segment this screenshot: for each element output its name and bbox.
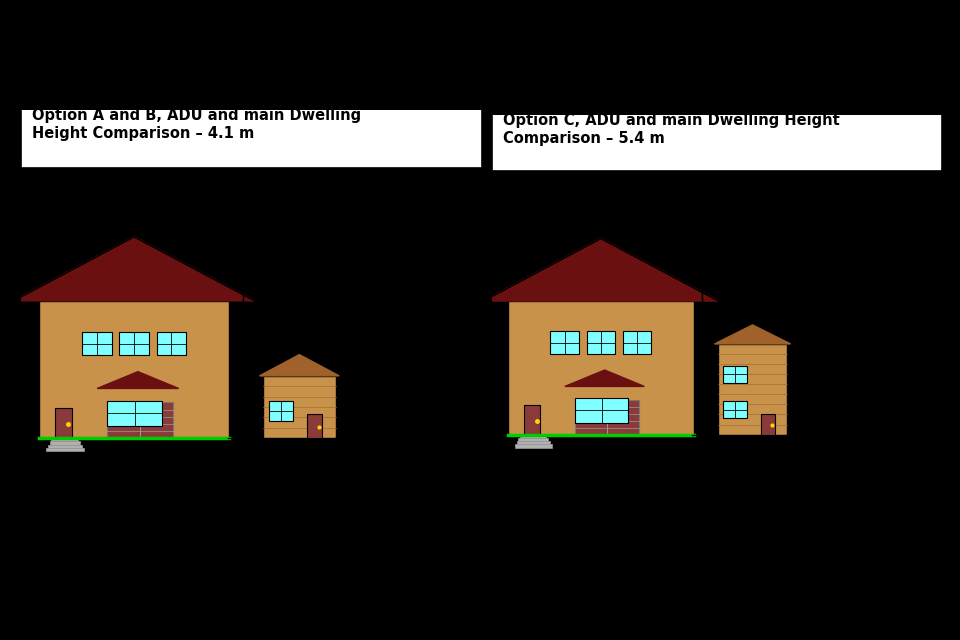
Polygon shape [14,237,254,301]
Polygon shape [714,325,791,344]
Polygon shape [259,355,339,376]
FancyBboxPatch shape [108,401,162,426]
FancyBboxPatch shape [550,331,579,355]
FancyBboxPatch shape [307,414,323,438]
FancyBboxPatch shape [718,344,787,435]
FancyBboxPatch shape [518,438,548,441]
Text: 5.4 m: 5.4 m [804,362,816,398]
FancyBboxPatch shape [83,332,111,355]
FancyBboxPatch shape [623,331,652,355]
FancyBboxPatch shape [761,414,775,435]
FancyBboxPatch shape [269,401,293,420]
Text: 11.0 m: 11.0 m [708,315,720,358]
Text: Option C, ADU and main Dwelling Height
Comparison – 5.4 m: Option C, ADU and main Dwelling Height C… [503,113,840,146]
FancyBboxPatch shape [52,438,78,441]
FancyBboxPatch shape [50,441,80,445]
FancyBboxPatch shape [508,301,694,435]
FancyBboxPatch shape [38,301,229,438]
FancyBboxPatch shape [48,445,82,448]
FancyBboxPatch shape [492,106,942,171]
FancyBboxPatch shape [516,441,550,445]
FancyBboxPatch shape [263,376,336,438]
FancyBboxPatch shape [55,408,72,438]
FancyBboxPatch shape [108,403,173,438]
Polygon shape [564,370,644,387]
FancyBboxPatch shape [723,365,747,383]
FancyBboxPatch shape [723,401,747,419]
FancyBboxPatch shape [575,400,638,435]
Text: Option A and B, ADU and main Dwelling
Height Comparison – 4.1 m: Option A and B, ADU and main Dwelling He… [32,108,361,141]
FancyBboxPatch shape [520,435,546,438]
FancyBboxPatch shape [21,101,482,168]
FancyBboxPatch shape [119,332,149,355]
Polygon shape [484,239,718,301]
FancyBboxPatch shape [587,331,615,355]
FancyBboxPatch shape [156,332,186,355]
FancyBboxPatch shape [46,448,84,451]
Text: 11.0 m: 11.0 m [249,316,261,359]
FancyBboxPatch shape [524,405,540,435]
FancyBboxPatch shape [515,445,552,448]
Polygon shape [97,372,179,388]
FancyBboxPatch shape [575,398,629,422]
Text: 4.1 m: 4.1 m [353,378,366,414]
